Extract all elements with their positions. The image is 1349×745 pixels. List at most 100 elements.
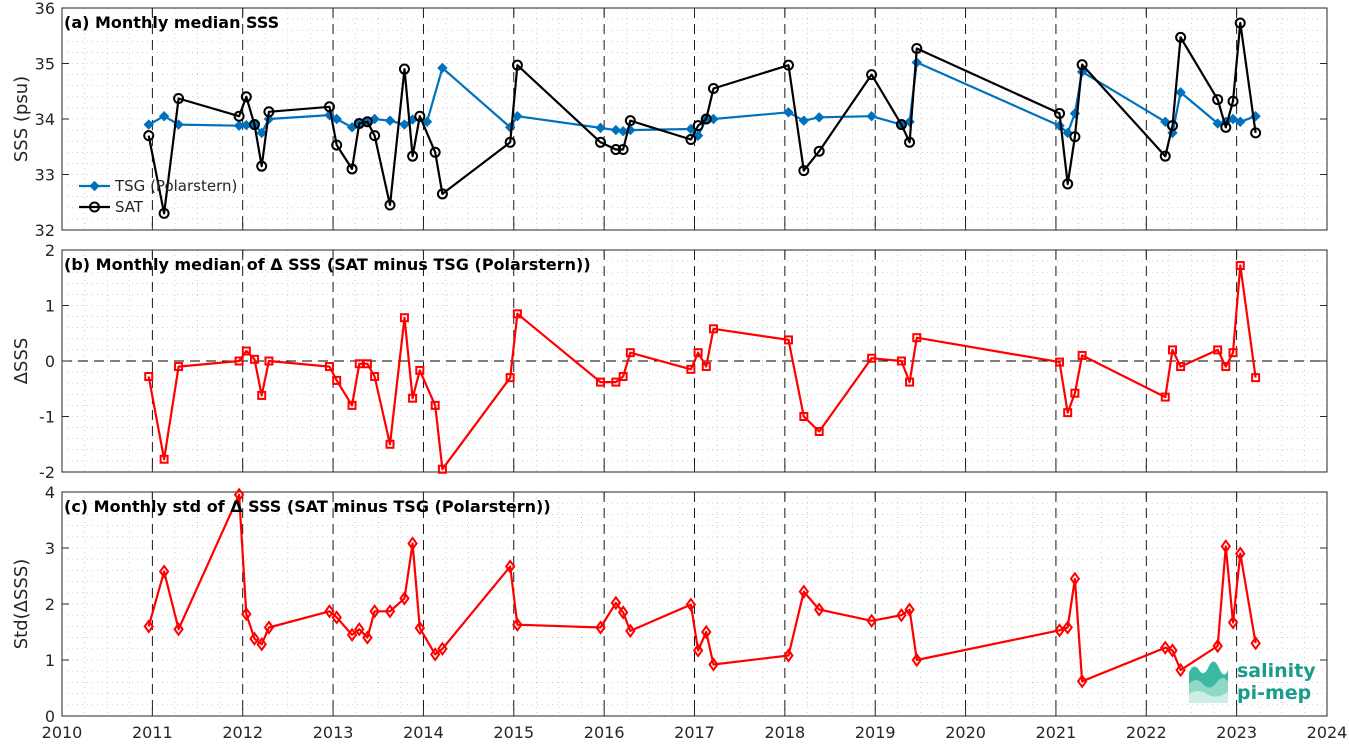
panel-b-data-point — [693, 348, 703, 358]
panel-a-data-point — [233, 110, 245, 122]
panel-a-data-point — [143, 130, 155, 142]
panel-b-data-point — [1251, 373, 1261, 383]
panel-c-title: (c) Monthly std of Δ SSS (SAT minus TSG … — [64, 497, 551, 516]
xtick-label: 2016 — [584, 723, 625, 742]
panel-a-data-point — [346, 163, 358, 175]
panel-a-data-point — [158, 207, 170, 219]
panel-c-data-point — [813, 602, 825, 617]
xtick-label: 2015 — [493, 723, 534, 742]
panel-b-data-point — [512, 309, 522, 319]
panel-a-ytick-label: 35 — [35, 55, 55, 74]
panel-a-data-point — [361, 116, 373, 128]
xtick-label: 2023 — [1216, 723, 1257, 742]
panel-b-ytick-label: -2 — [39, 463, 55, 482]
panel-b-data-point — [430, 400, 440, 410]
panel-a-data-point — [1076, 59, 1088, 71]
panel-a-data-point — [617, 144, 629, 156]
panel-c-data-point — [701, 624, 712, 640]
panel-c-data-point — [1212, 638, 1223, 654]
panel-b-ylabel: ΔSSS — [11, 338, 32, 385]
panel-a-sss: 32 33 34 35 36 SSS (psu) (a) Monthly median SS… — [11, 0, 1328, 240]
panel-b-data-point — [234, 356, 244, 366]
panel-b-title: (b) Monthly median of Δ SSS (SAT minus T… — [64, 255, 591, 274]
panel-c-data-point — [324, 604, 335, 619]
logo-wave-icon — [1189, 661, 1228, 703]
panel-a-data-point — [1069, 131, 1081, 143]
panel-a-data-point — [700, 113, 712, 125]
panel-a-data-point — [1159, 150, 1171, 162]
panel-b-data-point — [1167, 345, 1177, 355]
legend-item-1: SAT — [79, 198, 144, 216]
panel-b-data-point — [1055, 357, 1065, 367]
panel-a-data-point — [798, 165, 810, 177]
panel-b-data-point — [783, 335, 793, 345]
panel-a-data-point — [1234, 17, 1246, 29]
panel-c-data-point — [504, 559, 516, 574]
panel-b-data-point — [1221, 362, 1231, 372]
panel-b-data-point — [708, 324, 718, 334]
panel-b-ytick-label: 0 — [45, 352, 55, 371]
panel-a-series-1 — [143, 17, 1262, 219]
xtick-label: 2012 — [222, 723, 263, 742]
panel-c-data-point — [256, 637, 267, 652]
panel-a-ytick-label: 34 — [35, 110, 55, 129]
panel-c-data-point — [233, 487, 245, 503]
panel-a-data-point — [610, 144, 622, 156]
xtick-label: 2022 — [1126, 723, 1167, 742]
panel-a-data-point — [256, 160, 268, 172]
panel-a-data-point — [511, 59, 523, 71]
xtick-label: 2018 — [764, 723, 805, 742]
panel-c-data-point — [346, 627, 358, 643]
panel-b-data-point — [799, 412, 809, 421]
panel-a-data-point — [782, 59, 794, 71]
panel-c-data-point — [384, 604, 396, 619]
panel-a-data-point — [904, 136, 916, 148]
panel-c-data-point — [866, 613, 877, 629]
panel-b-data-point — [347, 400, 357, 410]
panel-b-data-point — [1235, 261, 1245, 271]
panel-c-ytick-label: 4 — [45, 483, 55, 502]
panel-b-data-point — [1213, 345, 1223, 355]
panel-c-grid — [61, 492, 1328, 716]
panel-a-data-point — [421, 116, 433, 127]
panel-b-data-point — [912, 333, 922, 343]
panel-c-ytick-label: 0 — [45, 707, 55, 726]
panel-a-series-1-line — [147, 21, 1257, 215]
panel-a-data-point — [384, 115, 396, 126]
panel-c-data-point — [610, 595, 622, 611]
panel-c-series-0-line — [147, 493, 1257, 683]
panel-b-data-point — [1077, 350, 1087, 360]
panel-c-data-point — [263, 620, 275, 635]
logo-line1: salinity — [1237, 660, 1316, 682]
legend-label: TSG (Polarstern) — [114, 177, 237, 195]
panel-b-data-point — [905, 377, 915, 387]
panel-b-ytick-label: 1 — [45, 297, 55, 316]
panel-c-data-point — [1062, 620, 1073, 635]
panel-c-data-point — [1250, 635, 1261, 651]
panel-a-data-point — [783, 107, 794, 118]
panel-c-data-point — [241, 606, 252, 622]
panel-a-ytick-label: 32 — [35, 221, 55, 240]
panel-b-data-point — [618, 372, 628, 382]
panel-b-delta-sss: -2 -1 0 1 2 ΔSSS (b) Monthly median of Δ SSS (… — [11, 241, 1328, 482]
panel-c-data-point — [1235, 546, 1246, 561]
logo-line2: pi-mep — [1237, 682, 1311, 704]
panel-a-data-point — [1212, 118, 1223, 129]
panel-a-ylabel: SSS (psu) — [11, 76, 32, 162]
panel-a-data-point — [813, 145, 825, 157]
panel-b-data-point — [1063, 408, 1073, 418]
panel-a-ytick-label: 33 — [35, 166, 55, 185]
panel-c-ytick-label: 3 — [45, 539, 55, 558]
xtick-label: 2021 — [1036, 723, 1077, 742]
panel-a-data-point — [1212, 94, 1224, 106]
xtick-label: 2014 — [403, 723, 444, 742]
panel-b-data-point — [611, 377, 621, 387]
panel-a-data-point — [384, 199, 396, 211]
panel-a-ytick-label: 36 — [35, 0, 55, 18]
xtick-label: 2020 — [945, 723, 986, 742]
panel-b-data-point — [332, 375, 342, 385]
panel-a-data-point — [1175, 87, 1186, 98]
xtick-label: 2019 — [855, 723, 896, 742]
